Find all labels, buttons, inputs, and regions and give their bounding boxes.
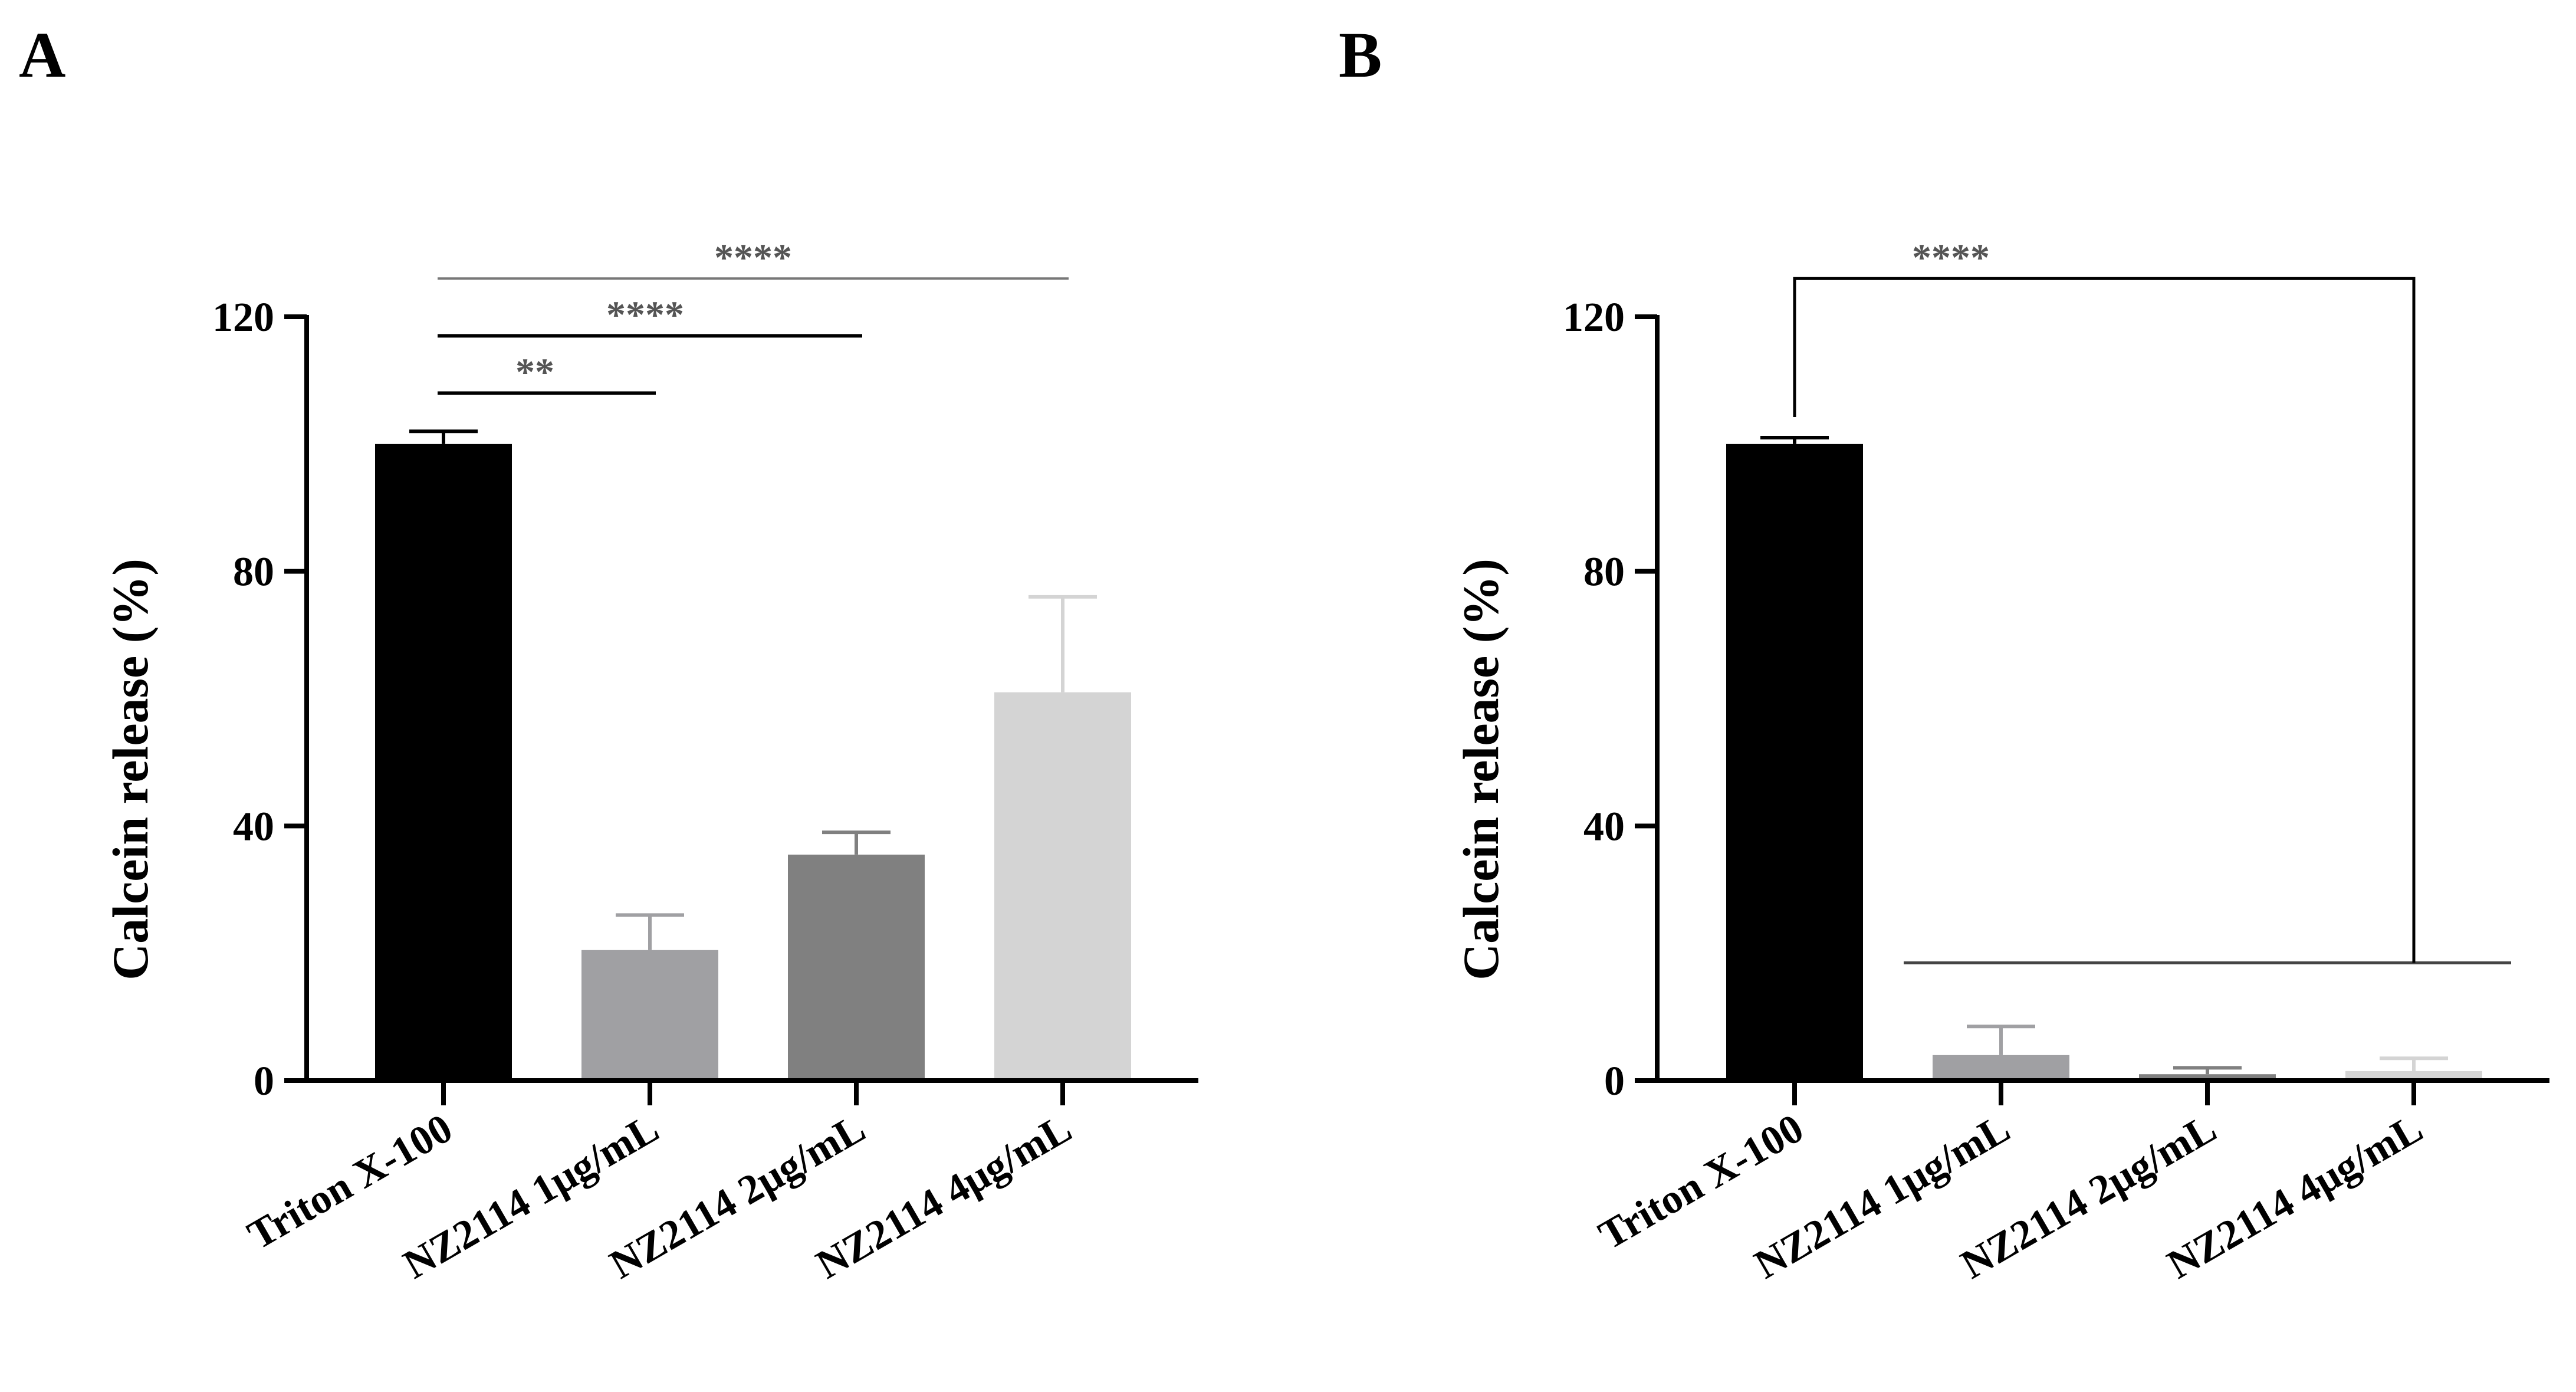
significance-label: ** — [515, 351, 554, 394]
bar — [581, 950, 718, 1081]
y-tick-label: 120 — [1563, 295, 1625, 340]
significance-label: **** — [606, 293, 684, 336]
bar — [994, 692, 1131, 1081]
panel-letter: B — [1339, 19, 1382, 91]
y-tick-label: 40 — [233, 804, 274, 849]
bar — [1726, 444, 1863, 1081]
bar — [375, 444, 512, 1081]
panel-letter: A — [19, 19, 65, 91]
y-tick-label: 80 — [233, 550, 274, 595]
bar — [1933, 1055, 2069, 1081]
y-axis-title: Calcein release (%) — [1453, 559, 1509, 980]
bar — [2139, 1074, 2276, 1081]
y-tick-label: 40 — [1583, 804, 1625, 849]
y-tick-label: 80 — [1583, 550, 1625, 595]
significance-label: **** — [714, 236, 792, 279]
y-tick-label: 0 — [1604, 1059, 1625, 1104]
bar — [2345, 1071, 2482, 1081]
bar — [788, 854, 925, 1081]
y-tick-label: 120 — [212, 295, 274, 340]
significance-label: **** — [1912, 236, 1990, 279]
significance-bracket — [1793, 277, 2416, 963]
y-tick-label: 0 — [254, 1059, 274, 1104]
y-axis-title: Calcein release (%) — [102, 559, 159, 980]
